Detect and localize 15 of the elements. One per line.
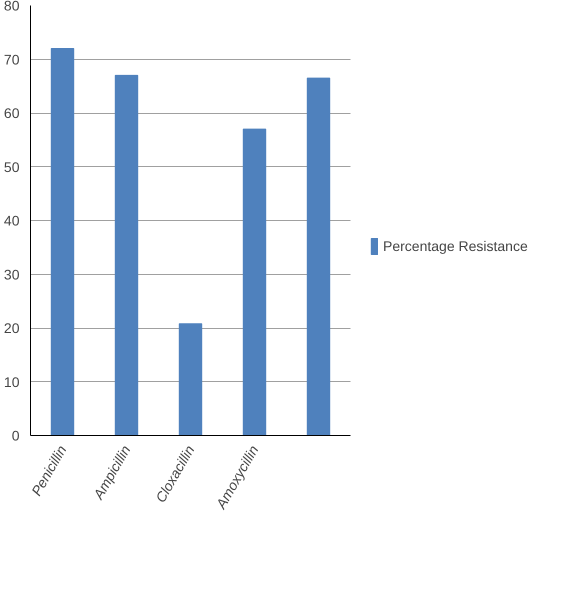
y-tick-label: 40 bbox=[4, 212, 20, 228]
y-tick-label: 60 bbox=[4, 105, 20, 121]
bar bbox=[114, 74, 138, 436]
y-tick-label: 0 bbox=[12, 428, 20, 444]
bar bbox=[306, 78, 330, 436]
bar bbox=[50, 48, 74, 436]
y-tick-label: 70 bbox=[4, 51, 20, 68]
bar bbox=[178, 323, 202, 436]
legend-label: Percentage Resistance bbox=[383, 238, 528, 254]
y-tick-label: 10 bbox=[4, 374, 20, 390]
y-tick-label: 30 bbox=[4, 266, 20, 282]
bar bbox=[242, 128, 266, 436]
y-tick-label: 80 bbox=[4, 0, 20, 14]
y-tick-label: 20 bbox=[4, 320, 20, 336]
y-tick-label: 50 bbox=[4, 158, 20, 175]
